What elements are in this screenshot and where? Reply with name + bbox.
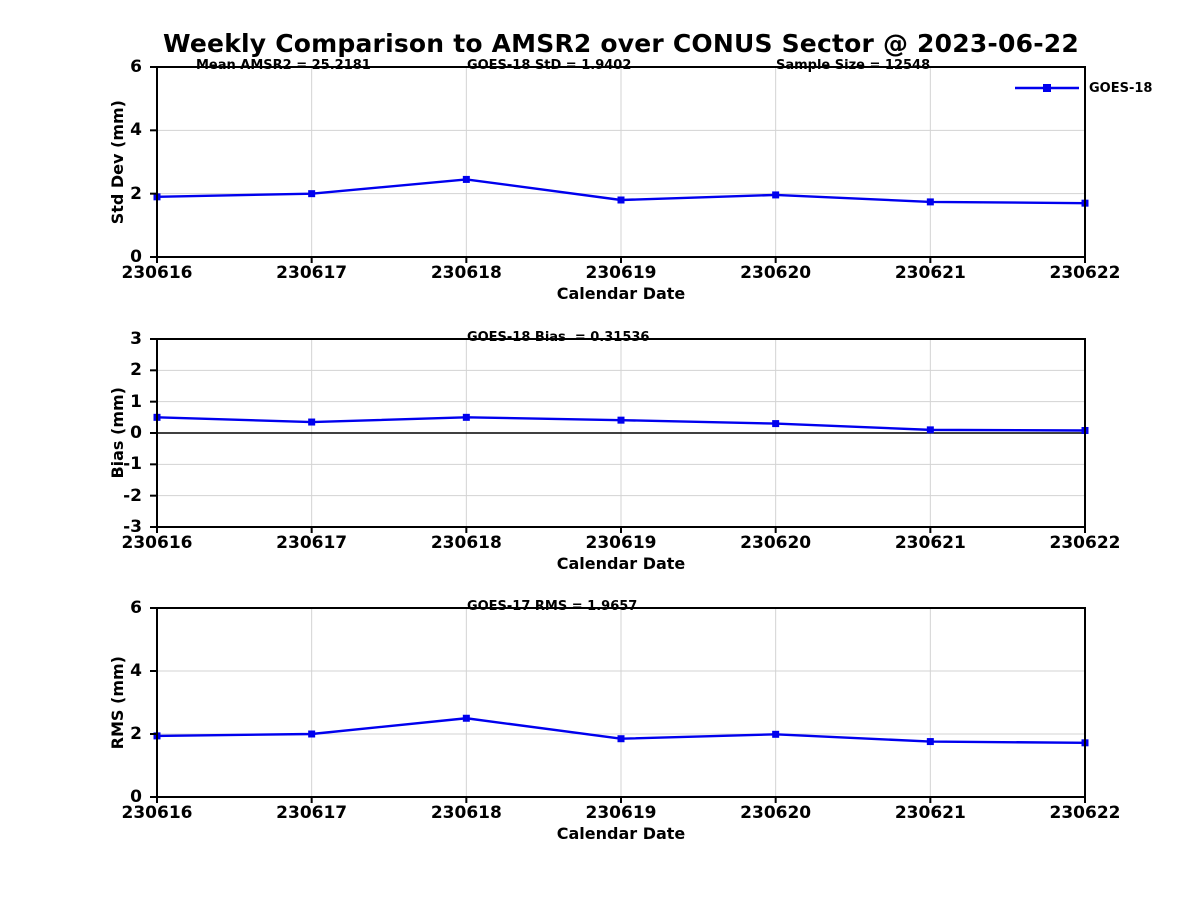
bias-x-tick-label: 230617 (276, 533, 348, 553)
bias-data-marker (1081, 426, 1089, 434)
bias-y-tick-label: 2 (130, 360, 142, 381)
stddev-y-tick-label: 2 (130, 183, 142, 204)
stddev-y-tick-label: 4 (130, 120, 142, 141)
legend-label: GOES-18 (1089, 80, 1153, 96)
stddev-data-marker (1081, 199, 1089, 207)
bias-plot-canvas (150, 338, 1089, 533)
bias-x-tick-label: 230621 (894, 533, 966, 553)
stddev-x-tick-label: 230617 (276, 263, 348, 283)
stddev-annotation: GOES-18 StD = 1.9402 (466, 58, 632, 73)
rms-y-tick-label: 6 (130, 598, 142, 618)
stddev-data-marker (308, 190, 316, 198)
stddev-data-line (156, 178, 1086, 205)
bias-data-marker (926, 426, 934, 434)
bias-annotation: GOES-18 Bias = 0.31536 (466, 330, 650, 345)
stddev-x-tick-label: 230621 (894, 263, 966, 283)
rms-x-tick-label: 230622 (1049, 803, 1121, 823)
bias-x-tick-label: 230616 (121, 533, 193, 553)
stddev-data-marker (926, 198, 934, 206)
rms-data-marker (462, 714, 470, 722)
bias-data-marker (772, 420, 780, 428)
bias-y-axis-label: Bias (mm) (107, 387, 127, 479)
legend-line-icon (1015, 84, 1079, 92)
stddev-x-tick-label: 230618 (430, 263, 502, 283)
stddev-data-marker (772, 191, 780, 199)
rms-y-axis-label: RMS (mm) (107, 655, 127, 750)
bias-data-marker (462, 413, 470, 421)
stddev-y-axis-label: Std Dev (mm) (107, 99, 127, 225)
bias-x-tick-label: 230619 (585, 533, 657, 553)
rms-plot-canvas (150, 607, 1089, 803)
stddev-annotation: Sample Size = 12548 (775, 58, 931, 73)
rms-data-marker (153, 732, 161, 740)
rms-y-tick-label: 4 (130, 661, 142, 681)
rms-x-tick-label: 230621 (894, 803, 966, 823)
stddev-x-tick-label: 230616 (121, 263, 193, 283)
rms-annotation: GOES-17 RMS = 1.9657 (466, 599, 638, 614)
stddev-plot-canvas (150, 66, 1089, 263)
stddev-data-marker (617, 196, 625, 204)
bias-y-tick-label: -2 (123, 485, 142, 506)
stddev-x-axis-label: Calendar Date (556, 284, 686, 303)
bias-y-tick-label: -3 (123, 517, 142, 537)
rms-data-marker (617, 735, 625, 743)
rms-data-line (156, 717, 1086, 745)
stddev-data-marker (462, 175, 470, 183)
rms-x-tick-label: 230619 (585, 803, 657, 823)
rms-data-marker (308, 730, 316, 738)
rms-data-marker (772, 730, 780, 738)
rms-y-tick-label: 2 (130, 724, 142, 744)
bias-x-tick-label: 230618 (430, 533, 502, 553)
stddev-x-tick-label: 230622 (1049, 263, 1121, 283)
stddev-data-marker (153, 193, 161, 201)
rms-data-marker (1081, 739, 1089, 747)
figure-title: Weekly Comparison to AMSR2 over CONUS Se… (163, 29, 1079, 58)
bias-y-tick-label: -1 (123, 454, 142, 475)
rms-data-marker (926, 738, 934, 746)
rms-x-tick-label: 230620 (740, 803, 812, 823)
legend: GOES-18 (1013, 79, 1152, 97)
bias-y-tick-label: 1 (130, 391, 142, 412)
stddev-x-tick-label: 230619 (585, 263, 657, 283)
rms-x-tick-label: 230617 (276, 803, 348, 823)
stddev-y-tick-label: 0 (130, 247, 142, 267)
bias-y-tick-label: 3 (130, 329, 142, 349)
bias-x-tick-label: 230620 (740, 533, 812, 553)
bias-x-axis-label: Calendar Date (556, 554, 686, 573)
stddev-x-tick-label: 230620 (740, 263, 812, 283)
bias-data-line (156, 416, 1086, 432)
stddev-y-tick-label: 6 (130, 57, 142, 77)
bias-y-tick-label: 0 (130, 423, 142, 443)
bias-x-tick-label: 230622 (1049, 533, 1121, 553)
stddev-annotation: Mean AMSR2 = 25.2181 (195, 58, 371, 73)
bias-data-marker (308, 418, 316, 426)
rms-x-tick-label: 230616 (121, 803, 193, 823)
bias-data-marker (153, 413, 161, 421)
rms-x-axis-label: Calendar Date (556, 824, 686, 843)
rms-y-tick-label: 0 (130, 787, 142, 807)
rms-x-tick-label: 230618 (430, 803, 502, 823)
bias-data-marker (617, 416, 625, 424)
